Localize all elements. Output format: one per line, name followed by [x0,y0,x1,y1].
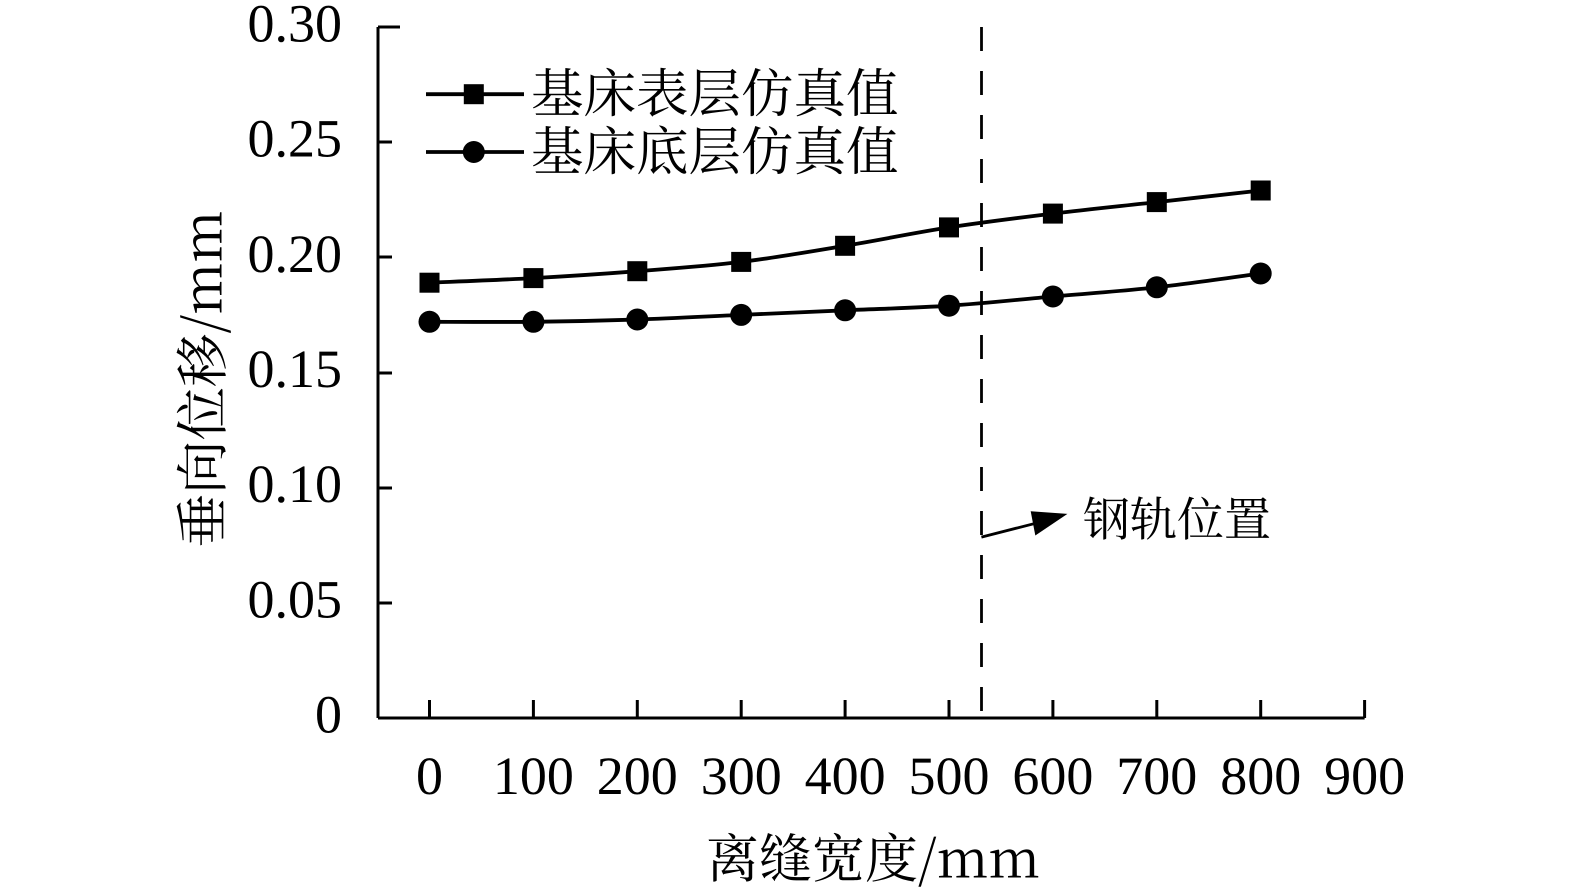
svg-text:0.30: 0.30 [248,0,343,54]
svg-text:100: 100 [493,746,574,806]
svg-text:800: 800 [1220,746,1301,806]
svg-text:600: 600 [1012,746,1093,806]
svg-text:离缝宽度/mm: 离缝宽度/mm [706,818,1040,894]
svg-text:钢轨位置: 钢轨位置 [1083,483,1271,550]
svg-text:0.15: 0.15 [248,339,343,399]
svg-text:400: 400 [805,746,886,806]
svg-text:0.25: 0.25 [248,109,343,169]
svg-text:500: 500 [909,746,990,806]
svg-text:0.20: 0.20 [248,224,343,284]
svg-text:900: 900 [1324,746,1405,806]
svg-text:0.05: 0.05 [248,569,343,629]
svg-text:0: 0 [315,685,342,745]
svg-text:0.10: 0.10 [248,454,343,514]
svg-text:200: 200 [597,746,678,806]
svg-text:垂向位移/mm: 垂向位移/mm [161,210,238,547]
svg-text:基床底层仿真值: 基床底层仿真值 [531,111,899,186]
svg-text:0: 0 [416,746,443,806]
svg-text:700: 700 [1116,746,1197,806]
svg-text:300: 300 [701,746,782,806]
